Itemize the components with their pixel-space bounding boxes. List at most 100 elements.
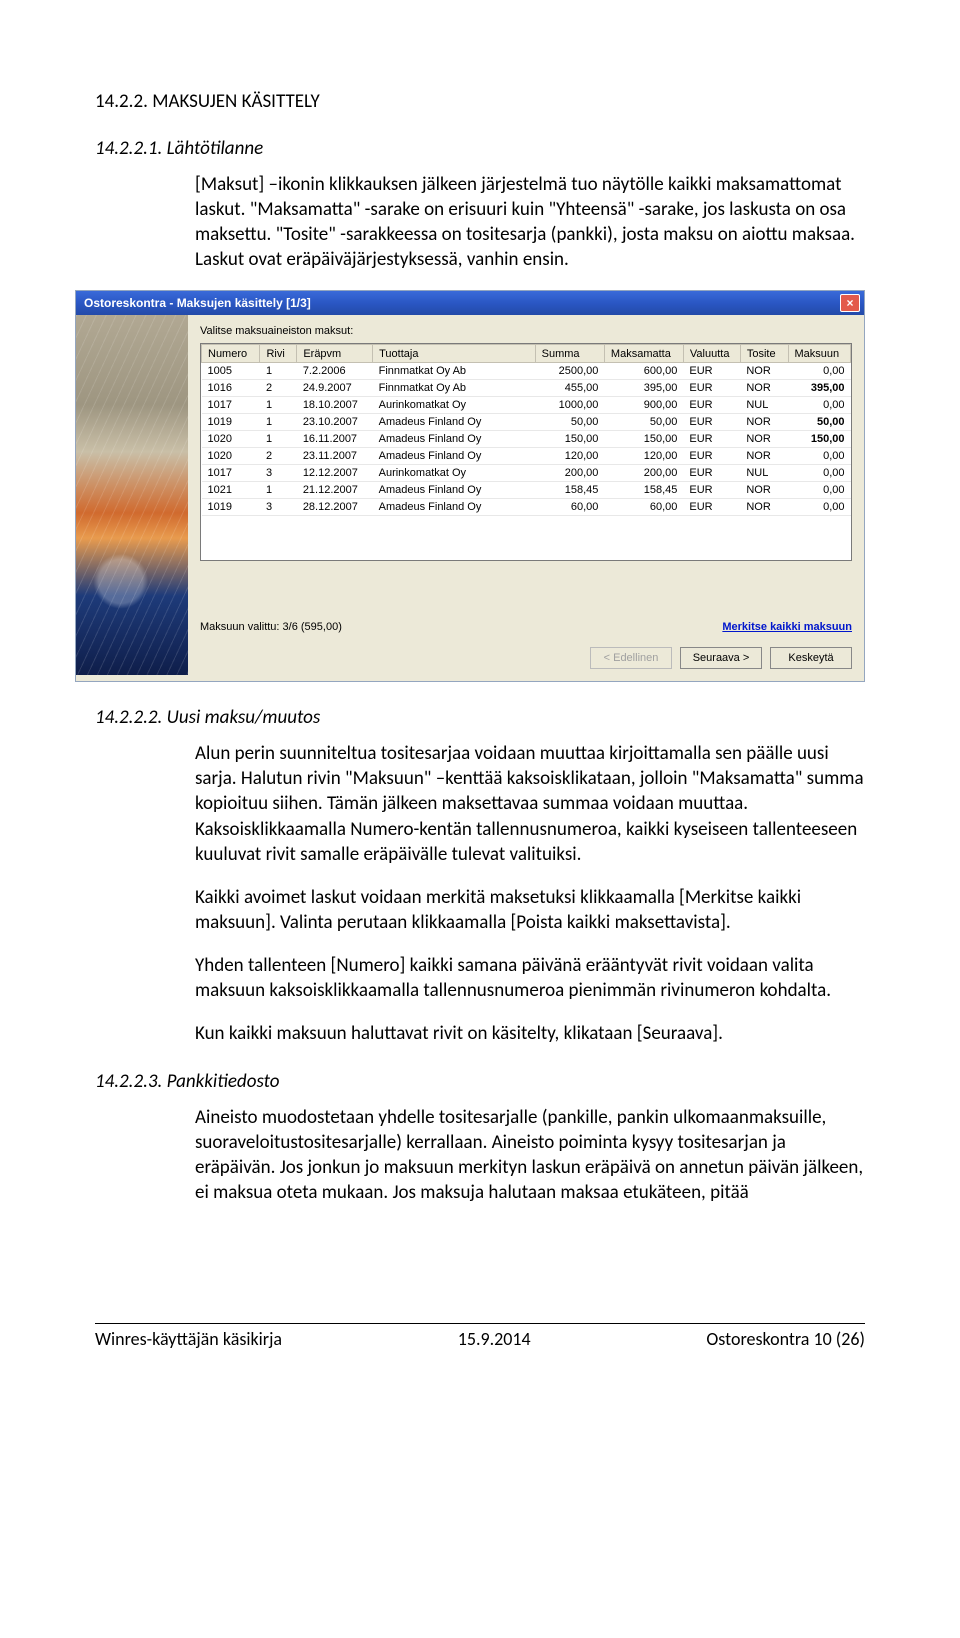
- table-cell[interactable]: Finnmatkat Oy Ab: [373, 380, 535, 397]
- table-cell[interactable]: 0,00: [788, 465, 851, 482]
- table-cell[interactable]: 1: [260, 397, 297, 414]
- table-cell[interactable]: 1017: [202, 465, 260, 482]
- cancel-button[interactable]: Keskeytä: [770, 647, 852, 669]
- table-cell[interactable]: EUR: [683, 448, 740, 465]
- table-cell[interactable]: 16.11.2007: [297, 431, 373, 448]
- table-cell[interactable]: 1017: [202, 397, 260, 414]
- table-cell[interactable]: Aurinkomatkat Oy: [373, 397, 535, 414]
- table-cell[interactable]: 150,00: [535, 431, 604, 448]
- col-header[interactable]: Numero: [202, 345, 260, 363]
- table-cell[interactable]: EUR: [683, 414, 740, 431]
- close-icon[interactable]: ×: [840, 294, 860, 312]
- table-cell[interactable]: 23.11.2007: [297, 448, 373, 465]
- table-cell[interactable]: Amadeus Finland Oy: [373, 431, 535, 448]
- col-header[interactable]: Eräpvm: [297, 345, 373, 363]
- table-cell[interactable]: 600,00: [604, 363, 683, 380]
- table-cell[interactable]: 120,00: [604, 448, 683, 465]
- table-cell[interactable]: 200,00: [604, 465, 683, 482]
- table-cell[interactable]: 1005: [202, 363, 260, 380]
- table-cell[interactable]: 50,00: [604, 414, 683, 431]
- table-cell[interactable]: 1: [260, 414, 297, 431]
- table-cell[interactable]: EUR: [683, 380, 740, 397]
- table-cell[interactable]: 21.12.2007: [297, 482, 373, 499]
- table-cell[interactable]: 200,00: [535, 465, 604, 482]
- table-cell[interactable]: 0,00: [788, 363, 851, 380]
- table-cell[interactable]: 1019: [202, 499, 260, 516]
- table-cell[interactable]: 1016: [202, 380, 260, 397]
- table-cell[interactable]: 395,00: [788, 380, 851, 397]
- table-cell[interactable]: 18.10.2007: [297, 397, 373, 414]
- table-row[interactable]: 1019328.12.2007Amadeus Finland Oy60,0060…: [202, 499, 851, 516]
- table-cell[interactable]: 24.9.2007: [297, 380, 373, 397]
- table-row[interactable]: 1020223.11.2007Amadeus Finland Oy120,001…: [202, 448, 851, 465]
- table-cell[interactable]: EUR: [683, 363, 740, 380]
- table-cell[interactable]: 2500,00: [535, 363, 604, 380]
- table-cell[interactable]: 60,00: [604, 499, 683, 516]
- table-cell[interactable]: 2: [260, 448, 297, 465]
- table-cell[interactable]: 1019: [202, 414, 260, 431]
- table-cell[interactable]: Amadeus Finland Oy: [373, 482, 535, 499]
- table-cell[interactable]: 23.10.2007: [297, 414, 373, 431]
- table-cell[interactable]: EUR: [683, 397, 740, 414]
- table-cell[interactable]: 50,00: [788, 414, 851, 431]
- table-cell[interactable]: 1: [260, 482, 297, 499]
- table-cell[interactable]: 0,00: [788, 448, 851, 465]
- table-cell[interactable]: NUL: [740, 397, 788, 414]
- table-cell[interactable]: 7.2.2006: [297, 363, 373, 380]
- table-cell[interactable]: 158,45: [535, 482, 604, 499]
- mark-all-link[interactable]: Merkitse kaikki maksuun: [722, 621, 852, 633]
- table-cell[interactable]: NOR: [740, 482, 788, 499]
- table-cell[interactable]: 120,00: [535, 448, 604, 465]
- table-row[interactable]: 1020116.11.2007Amadeus Finland Oy150,001…: [202, 431, 851, 448]
- table-cell[interactable]: 900,00: [604, 397, 683, 414]
- table-row[interactable]: 1021121.12.2007Amadeus Finland Oy158,451…: [202, 482, 851, 499]
- col-header[interactable]: Maksuun: [788, 345, 851, 363]
- table-cell[interactable]: 1: [260, 431, 297, 448]
- table-cell[interactable]: NOR: [740, 431, 788, 448]
- table-row[interactable]: 1017312.12.2007Aurinkomatkat Oy200,00200…: [202, 465, 851, 482]
- table-cell[interactable]: NUL: [740, 465, 788, 482]
- table-cell[interactable]: 1021: [202, 482, 260, 499]
- table-cell[interactable]: 12.12.2007: [297, 465, 373, 482]
- table-cell[interactable]: NOR: [740, 448, 788, 465]
- table-cell[interactable]: EUR: [683, 465, 740, 482]
- table-cell[interactable]: 1: [260, 363, 297, 380]
- col-header[interactable]: Maksamatta: [604, 345, 683, 363]
- col-header[interactable]: Tuottaja: [373, 345, 535, 363]
- table-cell[interactable]: 28.12.2007: [297, 499, 373, 516]
- next-button[interactable]: Seuraava >: [680, 647, 762, 669]
- table-cell[interactable]: 455,00: [535, 380, 604, 397]
- table-cell[interactable]: Aurinkomatkat Oy: [373, 465, 535, 482]
- table-cell[interactable]: NOR: [740, 380, 788, 397]
- table-cell[interactable]: EUR: [683, 499, 740, 516]
- table-cell[interactable]: Amadeus Finland Oy: [373, 448, 535, 465]
- table-cell[interactable]: 395,00: [604, 380, 683, 397]
- table-cell[interactable]: EUR: [683, 482, 740, 499]
- table-cell[interactable]: 1000,00: [535, 397, 604, 414]
- table-cell[interactable]: 1020: [202, 431, 260, 448]
- table-cell[interactable]: 150,00: [788, 431, 851, 448]
- table-cell[interactable]: 0,00: [788, 499, 851, 516]
- col-header[interactable]: Summa: [535, 345, 604, 363]
- table-cell[interactable]: 0,00: [788, 482, 851, 499]
- table-cell[interactable]: 0,00: [788, 397, 851, 414]
- table-cell[interactable]: 3: [260, 465, 297, 482]
- table-cell[interactable]: EUR: [683, 431, 740, 448]
- col-header[interactable]: Rivi: [260, 345, 297, 363]
- table-row[interactable]: 1017118.10.2007Aurinkomatkat Oy1000,0090…: [202, 397, 851, 414]
- table-cell[interactable]: Amadeus Finland Oy: [373, 499, 535, 516]
- table-cell[interactable]: 150,00: [604, 431, 683, 448]
- table-row[interactable]: 1019123.10.2007Amadeus Finland Oy50,0050…: [202, 414, 851, 431]
- table-cell[interactable]: NOR: [740, 414, 788, 431]
- table-cell[interactable]: NOR: [740, 499, 788, 516]
- col-header[interactable]: Tosite: [740, 345, 788, 363]
- table-cell[interactable]: Amadeus Finland Oy: [373, 414, 535, 431]
- invoice-grid[interactable]: NumeroRiviEräpvmTuottajaSummaMaksamattaV…: [200, 343, 852, 561]
- table-cell[interactable]: 2: [260, 380, 297, 397]
- col-header[interactable]: Valuutta: [683, 345, 740, 363]
- table-row[interactable]: 1016224.9.2007Finnmatkat Oy Ab455,00395,…: [202, 380, 851, 397]
- table-row[interactable]: 100517.2.2006Finnmatkat Oy Ab2500,00600,…: [202, 363, 851, 380]
- table-cell[interactable]: 60,00: [535, 499, 604, 516]
- table-cell[interactable]: Finnmatkat Oy Ab: [373, 363, 535, 380]
- table-cell[interactable]: 50,00: [535, 414, 604, 431]
